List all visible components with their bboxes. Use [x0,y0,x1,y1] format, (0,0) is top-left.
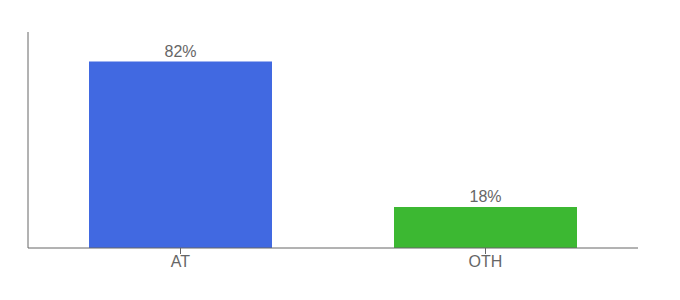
svg-text:AT: AT [171,253,190,270]
svg-text:82%: 82% [164,43,196,60]
svg-text:OTH: OTH [469,253,503,270]
svg-text:18%: 18% [469,188,501,205]
